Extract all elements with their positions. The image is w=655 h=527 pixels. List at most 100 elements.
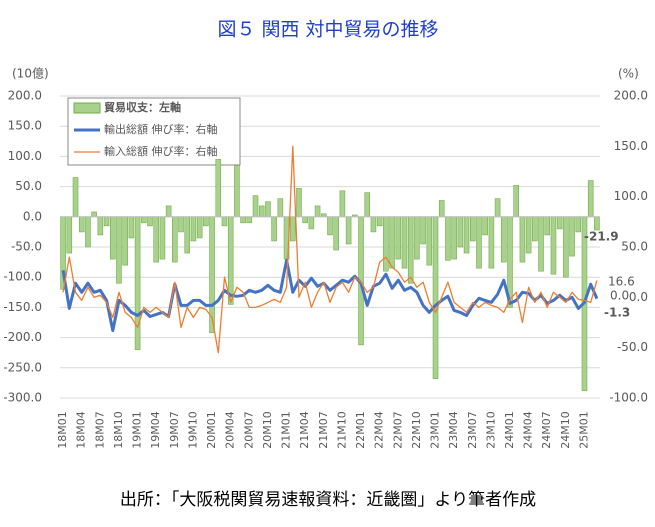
- bar: [370, 216, 377, 233]
- bar: [339, 190, 346, 218]
- bar: [414, 216, 420, 260]
- bar: [128, 216, 135, 239]
- bar: [265, 201, 271, 218]
- y-tick-label: 0.0: [23, 209, 42, 223]
- bar: [457, 216, 464, 248]
- bar: [147, 216, 153, 227]
- bar: [277, 198, 284, 218]
- y2-tick-label: 100.0: [614, 189, 648, 203]
- y2-tick-label: -100.0: [609, 391, 648, 405]
- legend-swatch: [73, 102, 101, 114]
- bar: [513, 185, 519, 218]
- x-tick-label: 18M04: [75, 411, 88, 449]
- bar: [482, 216, 488, 236]
- bar: [91, 211, 97, 218]
- bar: [333, 216, 339, 251]
- bar: [227, 216, 234, 305]
- bar: [153, 216, 159, 263]
- x-tick-label: 24M07: [540, 411, 553, 449]
- x-tick-label: 19M01: [131, 411, 144, 449]
- x-tick-label: 25M01: [577, 411, 590, 449]
- bar: [159, 216, 166, 260]
- bar: [215, 159, 222, 218]
- x-tick-label: 20M01: [205, 411, 218, 449]
- bar: [184, 216, 191, 254]
- y2-unit: (%): [618, 67, 639, 81]
- bar: [116, 216, 122, 284]
- bar: [252, 195, 259, 218]
- line: [61, 258, 599, 333]
- bar: [594, 216, 600, 231]
- bar: [563, 216, 569, 278]
- bar: [302, 216, 308, 224]
- bar: [172, 216, 178, 263]
- bar: [463, 216, 470, 254]
- bar: [308, 216, 315, 230]
- bar: [109, 216, 116, 260]
- x-tick-label: 21M04: [298, 411, 311, 449]
- bar: [469, 216, 476, 242]
- y2-tick-label: 0.0: [629, 290, 648, 304]
- x-tick-label: 20M04: [224, 411, 237, 449]
- bar: [190, 216, 197, 242]
- x-tick-label: 20M10: [261, 411, 274, 449]
- bar: [234, 165, 240, 218]
- x-tick-label: 23M10: [484, 411, 497, 449]
- bar: [538, 216, 544, 272]
- y-tick-label: -100.0: [3, 270, 42, 284]
- y2-tick-label: 50.0: [621, 240, 648, 254]
- bar: [345, 216, 352, 245]
- bar: [203, 216, 209, 227]
- x-tick-label: 19M07: [168, 411, 181, 449]
- data-label: -1.3: [604, 306, 630, 320]
- x-tick-label: 24M01: [503, 411, 516, 449]
- y-tick-label: 200.0: [8, 89, 42, 103]
- bar: [550, 216, 557, 275]
- x-tick-label: 21M01: [280, 411, 293, 449]
- x-tick-label: 19M04: [149, 411, 162, 449]
- bar: [525, 216, 532, 254]
- legend-label: 貿易収支：左軸: [104, 100, 181, 114]
- y-tick-label: 100.0: [8, 149, 42, 163]
- y-unit: (10億): [12, 67, 49, 81]
- x-tick-label: 24M04: [522, 411, 535, 449]
- bar: [488, 216, 495, 269]
- y-tick-label: -300.0: [3, 391, 42, 405]
- bar: [575, 216, 582, 233]
- bar: [376, 216, 383, 227]
- x-tick-label: 21M07: [317, 411, 330, 449]
- bar: [532, 216, 538, 242]
- x-tick-label: 19M10: [186, 411, 199, 449]
- x-tick-label: 23M04: [447, 411, 460, 449]
- bar: [296, 188, 302, 218]
- bar: [289, 216, 296, 242]
- bar: [569, 216, 575, 257]
- x-tick-label: 24M10: [559, 411, 572, 449]
- bar: [395, 216, 402, 260]
- bar: [141, 216, 147, 224]
- bar: [476, 216, 482, 269]
- y-tick-label: 150.0: [8, 119, 42, 133]
- x-tick-label: 22M07: [391, 411, 404, 449]
- bar: [97, 216, 104, 236]
- data-label: 16.6: [608, 275, 635, 289]
- bar: [72, 177, 79, 218]
- bar: [438, 200, 445, 218]
- x-tick-label: 20M07: [242, 411, 255, 449]
- bar: [66, 216, 73, 254]
- bar: [587, 180, 594, 218]
- bar: [383, 216, 389, 272]
- source: 出所：「大阪税関貿易速報資料：近畿圏」より筆者作成: [120, 490, 536, 510]
- bar: [78, 216, 85, 233]
- bar: [271, 216, 277, 242]
- legend-label: 輸入総額 伸び率：右軸: [104, 144, 218, 158]
- bar: [501, 216, 507, 263]
- y2-tick-label: 150.0: [614, 139, 648, 153]
- y-tick-label: -50.0: [11, 240, 42, 254]
- chart-title: 図５ 関西 対中貿易の推移: [217, 19, 438, 41]
- y-tick-label: -250.0: [3, 360, 42, 374]
- bar: [432, 216, 439, 379]
- y2-tick-label: -50.0: [617, 340, 648, 354]
- bar: [494, 198, 501, 218]
- bar: [314, 205, 321, 218]
